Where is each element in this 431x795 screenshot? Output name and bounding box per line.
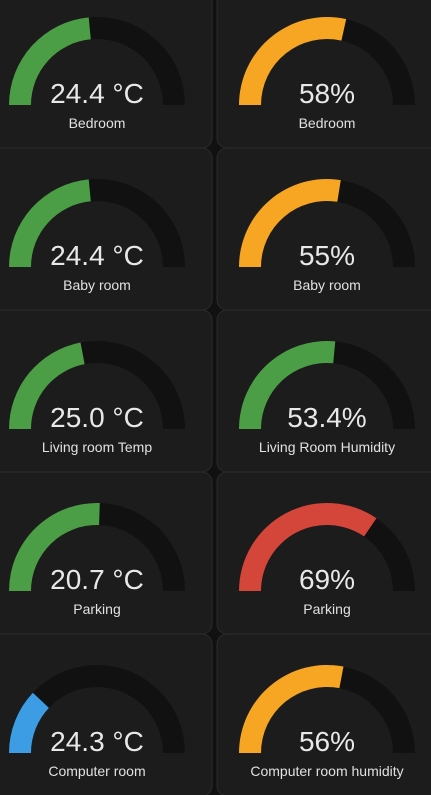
card <box>0 633 213 795</box>
gauge-value: 69% <box>299 564 355 595</box>
gauge-card: 24.4 °C Bedroom <box>0 0 213 149</box>
gauge-card: 56% Computer room humidity <box>216 633 431 795</box>
gauge-value: 25.0 °C <box>50 402 144 433</box>
gauge-card: 58% Bedroom <box>216 0 431 149</box>
gauge-arc <box>9 179 91 267</box>
gauge-label: Parking <box>303 601 350 617</box>
gauge-card: 24.3 °C Computer room <box>0 633 213 795</box>
gauge-value: 20.7 °C <box>50 564 144 595</box>
gauge-arc <box>9 17 91 105</box>
gauge-arc <box>239 503 377 591</box>
gauge-label: Bedroom <box>69 115 126 131</box>
gauge-card: 25.0 °C Living room Temp <box>0 309 213 473</box>
gauge-label: Baby room <box>293 277 361 293</box>
gauge-arc <box>239 178 341 267</box>
gauge-card: 24.4 °C Baby room <box>0 147 213 311</box>
gauge-value: 55% <box>299 240 355 271</box>
gauge-label: Computer room <box>48 763 145 779</box>
gauge-arc <box>239 16 347 106</box>
gauge-arc <box>239 665 344 753</box>
gauge-arc <box>9 342 85 429</box>
gauge-value: 24.4 °C <box>50 240 144 271</box>
gauge-label: Living room Temp <box>42 439 152 455</box>
gauge-card: 69% Parking <box>216 471 431 635</box>
gauge-card: 55% Baby room <box>216 147 431 311</box>
gauge-track <box>9 665 185 753</box>
gauge-arc <box>239 340 336 429</box>
gauge-value: 53.4% <box>287 402 366 433</box>
gauge-value: 24.3 °C <box>50 726 144 757</box>
gauge-label: Baby room <box>63 277 131 293</box>
gauge-label: Bedroom <box>299 115 356 131</box>
gauge-card: 20.7 °C Parking <box>0 471 213 635</box>
gauge-value: 24.4 °C <box>50 78 144 109</box>
gauge-value: 56% <box>299 726 355 757</box>
card <box>216 633 431 795</box>
gauge-label: Computer room humidity <box>250 763 403 779</box>
gauge-label: Living Room Humidity <box>259 439 395 455</box>
gauge-value: 58% <box>299 78 355 109</box>
gauge-label: Parking <box>73 601 120 617</box>
gauge-arc <box>9 692 49 753</box>
gauge-arc <box>9 502 100 591</box>
gauge-card: 53.4% Living Room Humidity <box>216 309 431 473</box>
